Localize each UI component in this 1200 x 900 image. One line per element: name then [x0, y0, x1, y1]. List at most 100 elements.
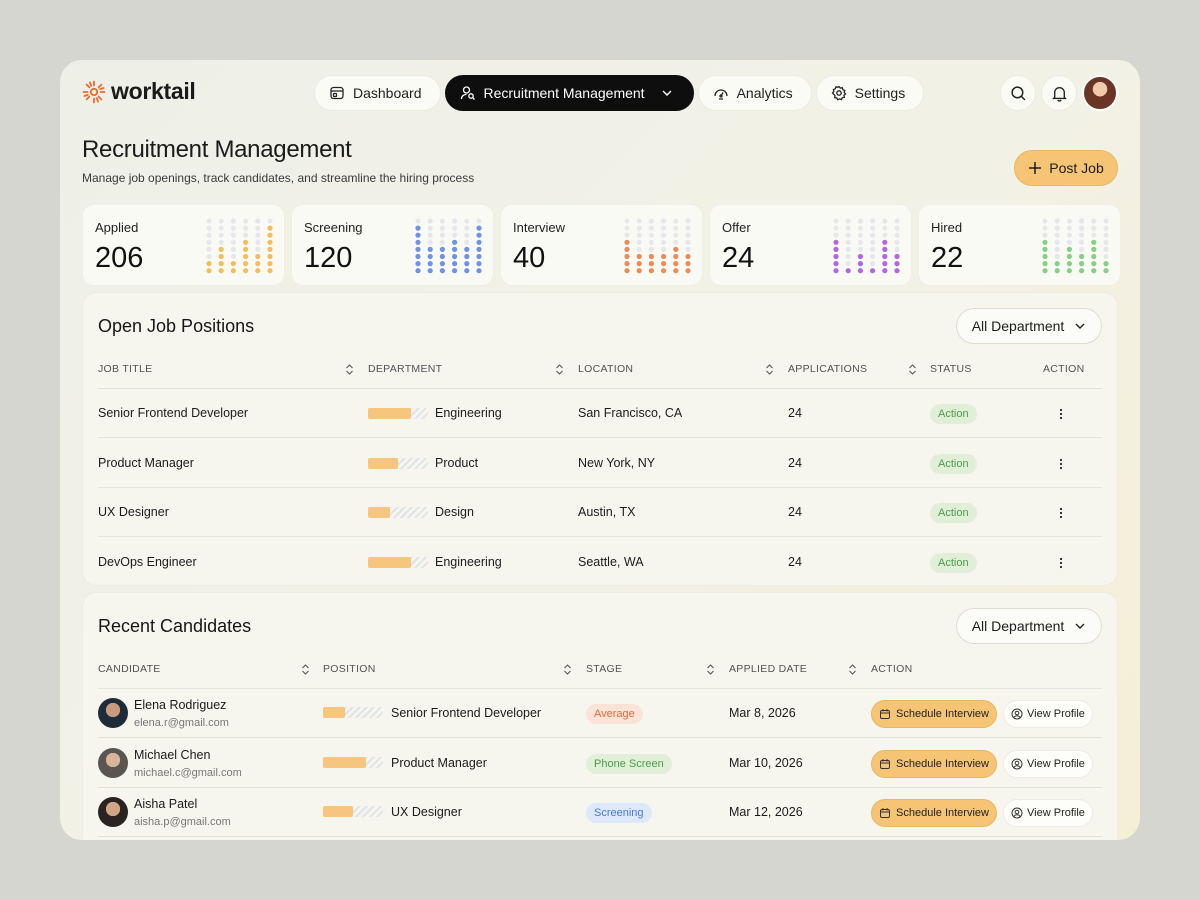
job-title[interactable]: Product Manager [98, 456, 194, 470]
divider [98, 536, 1102, 537]
job-title[interactable]: DevOps Engineer [98, 555, 197, 569]
status-badge[interactable]: Action [930, 404, 977, 424]
calendar-icon [880, 808, 891, 818]
applications-count: 24 [788, 555, 802, 569]
dot-chart-dot [661, 232, 667, 238]
column-header-job-title[interactable]: Job Title [98, 363, 153, 375]
applications-count: 24 [788, 505, 802, 519]
dot-chart-dot [1091, 225, 1097, 231]
dot-chart-dot [894, 253, 900, 260]
candidate-name[interactable]: Michael Chen [134, 748, 211, 762]
nav-settings[interactable]: Settings [815, 75, 925, 111]
sort-icon[interactable] [555, 364, 564, 375]
dot-chart-dot [833, 246, 839, 252]
dot-chart-dot [439, 232, 445, 238]
view-profile-button[interactable]: View Profile [1003, 799, 1093, 827]
dot-chart-dot [267, 218, 273, 224]
more-menu-icon[interactable] [1059, 506, 1063, 520]
job-title[interactable]: UX Designer [98, 505, 169, 519]
dot-chart-dot [1054, 268, 1060, 274]
column-header-stage[interactable]: Stage [586, 663, 623, 675]
calendar-icon [880, 759, 891, 769]
dot-chart-dot [661, 239, 667, 245]
more-menu-icon[interactable] [1059, 556, 1063, 570]
sort-icon[interactable] [706, 664, 715, 675]
dot-chart-dot [230, 232, 236, 238]
candidate-name[interactable]: Elena Rodriguez [134, 698, 227, 712]
dot-chart-dot [255, 246, 261, 252]
column-header-department[interactable]: Department [368, 363, 443, 375]
calendar-icon [880, 709, 891, 719]
dot-chart-dot [685, 239, 691, 245]
dot-chart-dot [685, 253, 691, 260]
more-menu-icon[interactable] [1059, 407, 1063, 421]
status-badge[interactable]: Action [930, 553, 977, 573]
view-profile-button[interactable]: View Profile [1003, 700, 1093, 728]
dot-chart-dot [255, 253, 261, 260]
dot-chart-dot [636, 232, 642, 238]
status-badge[interactable]: Action [930, 454, 977, 474]
column-header-applied-date[interactable]: Applied Date [729, 663, 808, 675]
panel-title: Open Job Positions [98, 316, 255, 336]
dot-chart-dot [833, 268, 839, 274]
candidate-name[interactable]: Aisha Patel [134, 797, 198, 811]
column-header-position[interactable]: Position [323, 663, 376, 675]
sort-icon[interactable] [301, 664, 310, 675]
dot-chart-dot [243, 239, 249, 245]
stat-cards: Applied 206 Screening 120 Interview 40 O… [82, 204, 1121, 286]
user-circle-icon [1011, 807, 1023, 819]
more-menu-icon[interactable] [1059, 457, 1063, 471]
department: Design [435, 505, 474, 519]
sort-icon[interactable] [848, 664, 857, 675]
schedule-interview-button[interactable]: Schedule Interview [871, 700, 997, 728]
job-title[interactable]: Senior Frontend Developer [98, 406, 249, 420]
post-job-button[interactable]: Post Job [1014, 150, 1118, 186]
dot-chart-dot [870, 225, 876, 231]
stat-label: Interview [513, 220, 566, 235]
sort-icon[interactable] [765, 364, 774, 375]
dot-chart-dot [1066, 239, 1072, 245]
dot-chart-dot [439, 225, 445, 231]
dot-chart-dot [833, 218, 839, 224]
divider [98, 437, 1102, 438]
location: San Francisco, CA [578, 406, 683, 420]
applications-count: 24 [788, 456, 802, 470]
dot-chart-dot [870, 246, 876, 252]
dot-chart-dot [1054, 253, 1060, 260]
avatar[interactable] [98, 698, 128, 728]
notifications-button[interactable] [1041, 75, 1077, 111]
panel-title: Recent Candidates [98, 616, 252, 636]
column-header-applications[interactable]: Applications [788, 363, 868, 375]
column-header-candidate[interactable]: Candidate [98, 663, 161, 675]
nav-recruitment[interactable]: Recruitment Management [444, 75, 694, 111]
sort-icon[interactable] [345, 364, 354, 375]
department-filter[interactable]: All Department [956, 608, 1102, 644]
sort-icon[interactable] [908, 364, 917, 375]
column-header-location[interactable]: Location [578, 363, 634, 375]
view-profile-button[interactable]: View Profile [1003, 750, 1093, 778]
department-filter[interactable]: All Department [956, 308, 1102, 344]
search-button[interactable] [1000, 75, 1036, 111]
dot-chart-dot [882, 268, 888, 274]
applied-date: Mar 8, 2026 [729, 706, 796, 720]
position: Product Manager [391, 756, 487, 770]
avatar[interactable] [98, 748, 128, 778]
avatar[interactable] [98, 797, 128, 827]
nav-analytics[interactable]: Analytics [697, 75, 812, 111]
nav-dashboard[interactable]: Dashboard [314, 75, 441, 111]
department: Engineering [435, 406, 502, 420]
view-profile-label: View Profile [1027, 758, 1085, 770]
schedule-interview-button[interactable]: Schedule Interview [871, 799, 997, 827]
dot-chart-dot [648, 246, 654, 252]
sort-icon[interactable] [563, 664, 572, 675]
dot-chart-dot [415, 239, 421, 245]
status-badge[interactable]: Action [930, 503, 977, 523]
dot-chart-dot [464, 225, 470, 231]
dot-chart-dot [882, 253, 888, 260]
schedule-interview-button[interactable]: Schedule Interview [871, 750, 997, 778]
user-avatar[interactable] [1082, 75, 1118, 111]
logo[interactable]: worktail [82, 78, 196, 105]
dot-chart-dot [415, 218, 421, 224]
dot-chart-dot [624, 239, 630, 245]
page-title: Recruitment Management [82, 136, 352, 163]
